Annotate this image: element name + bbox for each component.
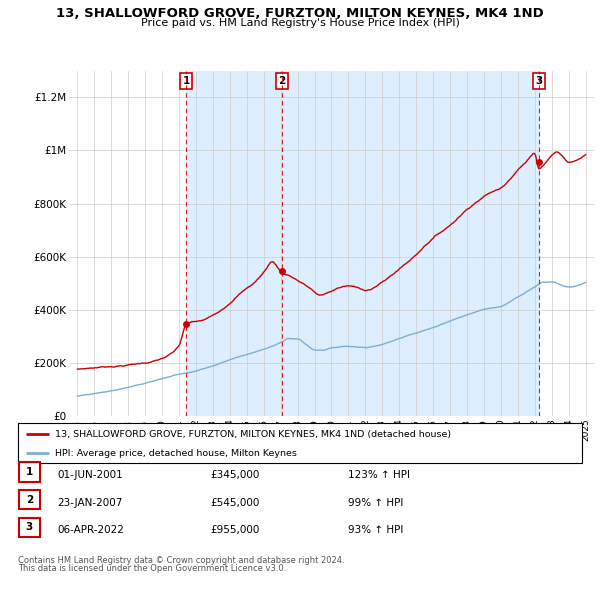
- Text: Contains HM Land Registry data © Crown copyright and database right 2024.: Contains HM Land Registry data © Crown c…: [18, 556, 344, 565]
- Text: This data is licensed under the Open Government Licence v3.0.: This data is licensed under the Open Gov…: [18, 565, 286, 573]
- Text: 2: 2: [278, 76, 286, 86]
- Text: £345,000: £345,000: [210, 470, 259, 480]
- Text: 13, SHALLOWFORD GROVE, FURZTON, MILTON KEYNES, MK4 1ND (detached house): 13, SHALLOWFORD GROVE, FURZTON, MILTON K…: [55, 430, 451, 439]
- Text: 93% ↑ HPI: 93% ↑ HPI: [348, 526, 403, 535]
- Text: 99% ↑ HPI: 99% ↑ HPI: [348, 498, 403, 507]
- Text: 1: 1: [26, 467, 33, 477]
- Text: 3: 3: [535, 76, 542, 86]
- Text: 1: 1: [182, 76, 190, 86]
- Text: Price paid vs. HM Land Registry's House Price Index (HPI): Price paid vs. HM Land Registry's House …: [140, 18, 460, 28]
- Text: 01-JUN-2001: 01-JUN-2001: [57, 470, 123, 480]
- Text: 2: 2: [26, 495, 33, 504]
- Text: 13, SHALLOWFORD GROVE, FURZTON, MILTON KEYNES, MK4 1ND: 13, SHALLOWFORD GROVE, FURZTON, MILTON K…: [56, 7, 544, 20]
- Text: 123% ↑ HPI: 123% ↑ HPI: [348, 470, 410, 480]
- Bar: [282, 71, 539, 416]
- Text: HPI: Average price, detached house, Milton Keynes: HPI: Average price, detached house, Milt…: [55, 448, 296, 458]
- Text: 3: 3: [26, 523, 33, 532]
- Text: 06-APR-2022: 06-APR-2022: [57, 526, 124, 535]
- Bar: [186, 71, 282, 416]
- Text: £545,000: £545,000: [210, 498, 259, 507]
- Text: £955,000: £955,000: [210, 526, 259, 535]
- Text: 23-JAN-2007: 23-JAN-2007: [57, 498, 122, 507]
